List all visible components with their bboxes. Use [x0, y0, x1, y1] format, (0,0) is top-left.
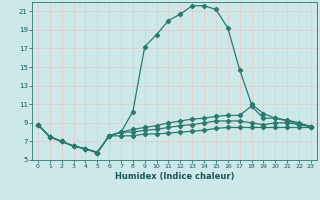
X-axis label: Humidex (Indice chaleur): Humidex (Indice chaleur): [115, 172, 234, 181]
